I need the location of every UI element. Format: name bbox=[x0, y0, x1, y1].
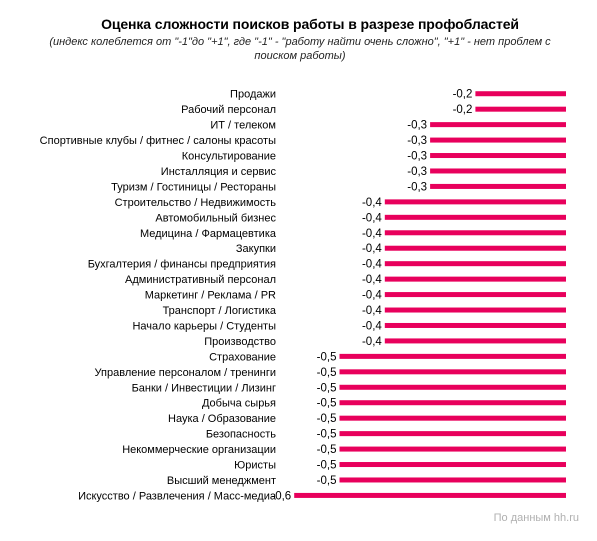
category-label: Начало карьеры / Студенты bbox=[132, 320, 276, 332]
value-label: -0,5 bbox=[317, 382, 337, 394]
value-label: -0,5 bbox=[317, 351, 337, 363]
category-label: ИТ / телеком bbox=[210, 120, 276, 132]
category-label: Маркетинг / Реклама / PR bbox=[145, 290, 276, 302]
category-label: Административный персонал bbox=[125, 274, 276, 286]
category-label: Транспорт / Логистика bbox=[163, 305, 277, 317]
bar bbox=[430, 153, 566, 159]
value-label: -0,2 bbox=[453, 89, 473, 101]
value-label: -0,4 bbox=[362, 305, 382, 317]
value-label: -0,6 bbox=[271, 490, 291, 502]
bar bbox=[339, 384, 566, 390]
category-label: Искусство / Развлечения / Масс-медиа bbox=[78, 490, 277, 502]
bar bbox=[339, 431, 566, 437]
bar bbox=[475, 91, 566, 97]
category-label: Страхование bbox=[209, 351, 276, 363]
bar bbox=[430, 168, 566, 174]
bar bbox=[339, 446, 566, 452]
category-label: Юристы bbox=[234, 460, 276, 472]
bar bbox=[339, 400, 566, 406]
category-label: Закупки bbox=[236, 243, 276, 255]
category-label: Туризм / Гостиницы / Рестораны bbox=[111, 181, 276, 193]
bar bbox=[384, 230, 566, 236]
value-label: -0,5 bbox=[317, 475, 337, 487]
category-label: Некоммерческие организации bbox=[122, 444, 276, 456]
value-label: -0,3 bbox=[407, 135, 427, 147]
bar bbox=[339, 477, 566, 483]
bar bbox=[384, 276, 566, 282]
bar bbox=[384, 199, 566, 205]
value-label: -0,3 bbox=[407, 181, 427, 193]
value-label: -0,3 bbox=[407, 120, 427, 132]
value-label: -0,2 bbox=[453, 104, 473, 116]
bar bbox=[430, 122, 566, 128]
value-label: -0,4 bbox=[362, 336, 382, 348]
value-label: -0,5 bbox=[317, 444, 337, 456]
category-label: Банки / Инвестиции / Лизинг bbox=[132, 382, 276, 394]
bar bbox=[384, 245, 566, 251]
bar bbox=[384, 214, 566, 220]
category-label: Инсталляция и сервис bbox=[161, 166, 277, 178]
value-label: -0,3 bbox=[407, 151, 427, 163]
value-label: -0,5 bbox=[317, 367, 337, 379]
chart-title: Оценка сложности поисков работы в разрез… bbox=[101, 16, 519, 32]
bar bbox=[384, 338, 566, 344]
bar bbox=[384, 307, 566, 313]
value-label: -0,4 bbox=[362, 197, 382, 209]
value-label: -0,5 bbox=[317, 429, 337, 441]
bar bbox=[430, 183, 566, 189]
value-label: -0,4 bbox=[362, 243, 382, 255]
bar bbox=[339, 353, 566, 359]
bar bbox=[339, 462, 566, 468]
category-label: Автомобильный бизнес bbox=[155, 212, 276, 224]
category-label: Высший менеджмент bbox=[167, 475, 276, 487]
bar bbox=[339, 369, 566, 375]
category-label: Спортивные клубы / фитнес / салоны красо… bbox=[40, 135, 276, 147]
bar bbox=[339, 415, 566, 421]
category-label: Консультирование bbox=[182, 151, 276, 163]
value-label: -0,3 bbox=[407, 166, 427, 178]
value-label: -0,4 bbox=[362, 212, 382, 224]
value-label: -0,4 bbox=[362, 320, 382, 332]
value-label: -0,4 bbox=[362, 259, 382, 271]
category-label: Бухгалтерия / финансы предприятия bbox=[88, 259, 276, 271]
chart-subtitle: (индекс колеблется от "-1"до "+1", где "… bbox=[49, 36, 551, 62]
value-label: -0,5 bbox=[317, 398, 337, 410]
bar bbox=[384, 261, 566, 267]
category-label: Добыча сырья bbox=[202, 398, 276, 410]
category-label: Рабочий персонал bbox=[181, 104, 276, 116]
value-label: -0,5 bbox=[317, 460, 337, 472]
value-label: -0,5 bbox=[317, 413, 337, 425]
category-label: Управление персоналом / тренинги bbox=[95, 367, 276, 379]
bar bbox=[475, 106, 566, 112]
value-label: -0,4 bbox=[362, 290, 382, 302]
category-label: Продажи bbox=[230, 89, 276, 101]
bar bbox=[384, 292, 566, 298]
category-label: Наука / Образование bbox=[168, 413, 276, 425]
value-label: -0,4 bbox=[362, 228, 382, 240]
bar bbox=[294, 492, 566, 498]
category-label: Производство bbox=[204, 336, 276, 348]
source-note: По данным hh.ru bbox=[493, 512, 579, 524]
category-label: Медицина / Фармацевтика bbox=[140, 228, 277, 240]
bar bbox=[430, 137, 566, 143]
category-label: Безопасность bbox=[206, 429, 276, 441]
category-label: Строительство / Недвижимость bbox=[115, 197, 277, 209]
value-label: -0,4 bbox=[362, 274, 382, 286]
bar bbox=[384, 322, 566, 328]
